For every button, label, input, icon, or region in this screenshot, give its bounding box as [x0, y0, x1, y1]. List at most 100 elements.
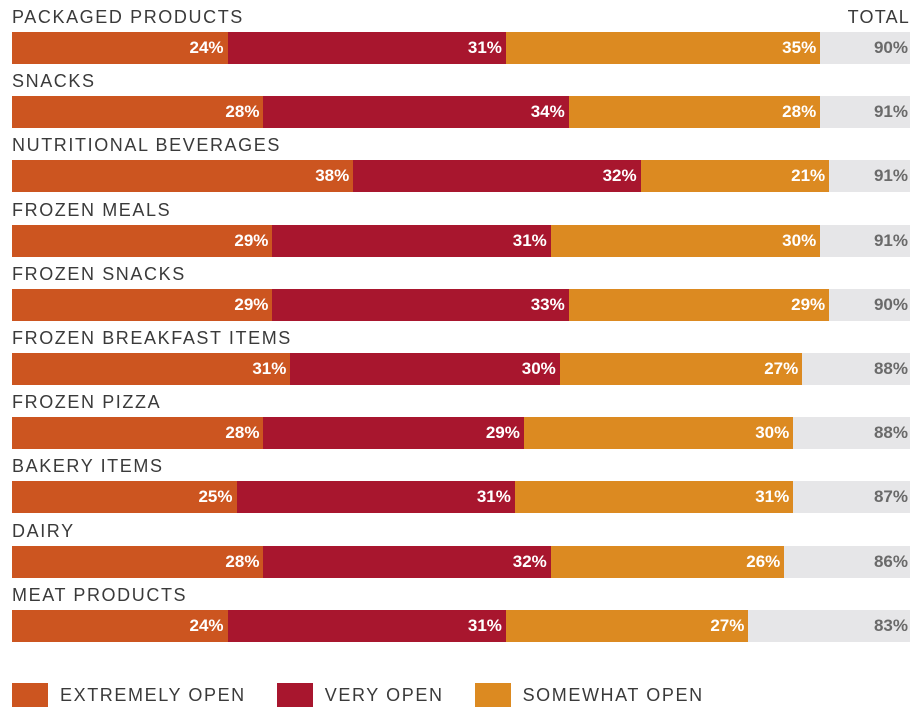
bar-segment-extremely	[12, 353, 291, 385]
stacked-bar-chart: TOTAL PACKAGED PRODUCTS 24% 31% 35% 90% SNACK…	[12, 7, 910, 642]
bar-track: 24% 31% 35%	[12, 32, 910, 64]
segment-value-label: 31%	[476, 487, 511, 507]
segment-value-label: 28%	[225, 102, 260, 122]
segment-value-label: 25%	[198, 487, 233, 507]
legend: EXTREMELY OPEN VERY OPEN SOMEWHAT OPEN	[12, 683, 735, 707]
segment-value-label: 31%	[467, 615, 502, 635]
segment-value-label: 29%	[234, 230, 269, 250]
bar-segment-very	[272, 288, 569, 321]
bar-segment-extremely	[12, 224, 273, 257]
segment-value-label: 27%	[764, 359, 799, 378]
bar-segment-very	[263, 545, 551, 578]
category-label: FROZEN PIZZA	[12, 392, 162, 413]
legend-swatch	[276, 683, 313, 707]
bar-segment-somewhat	[514, 481, 794, 514]
bar-segment-somewhat	[505, 32, 821, 64]
bar-track: 38% 32% 21%	[12, 160, 910, 193]
segment-value-label: 29%	[234, 294, 269, 314]
bar-segment-very	[236, 481, 515, 514]
segment-value-label: 24%	[189, 38, 224, 57]
segment-value-label: 34%	[530, 102, 565, 122]
bar-segment-very	[263, 96, 569, 129]
bar-segment-somewhat	[505, 609, 749, 642]
bar-segment-extremely	[12, 481, 237, 514]
legend-item-extremely: EXTREMELY OPEN	[12, 683, 246, 707]
bar-segment-extremely	[12, 32, 228, 64]
bar-segment-extremely	[12, 545, 264, 578]
category-label: SNACKS	[12, 71, 96, 92]
segment-value-label: 31%	[755, 487, 790, 507]
segment-value-label: 21%	[791, 166, 826, 186]
bar-segment-very	[227, 609, 506, 642]
segment-value-label: 35%	[782, 38, 817, 57]
bar-segment-extremely	[12, 96, 264, 129]
segment-value-label: 29%	[485, 423, 520, 443]
category-label: NUTRITIONAL BEVERAGES	[12, 135, 281, 156]
bar-track: 31% 30% 27%	[12, 353, 910, 385]
segment-value-label: 26%	[746, 551, 781, 571]
legend-item-somewhat: SOMEWHAT OPEN	[474, 683, 704, 707]
total-value: 87%	[873, 487, 908, 507]
total-value: 83%	[873, 615, 908, 635]
bar-track: 29% 31% 30%	[12, 224, 910, 257]
segment-value-label: 32%	[512, 551, 547, 571]
bar-track: 29% 33% 29%	[12, 288, 910, 321]
segment-value-label: 31%	[467, 38, 502, 57]
total-value: 88%	[873, 359, 908, 378]
segment-value-label: 29%	[791, 294, 826, 314]
bar-segment-somewhat	[568, 96, 821, 129]
bar-segment-extremely	[12, 288, 273, 321]
bar-segment-somewhat	[550, 545, 785, 578]
category-label: PACKAGED PRODUCTS	[12, 7, 244, 27]
bar-segment-very	[227, 32, 506, 64]
segment-value-label: 33%	[530, 294, 565, 314]
total-value: 88%	[873, 423, 908, 443]
bar-segment-very	[290, 353, 560, 385]
segment-value-label: 31%	[252, 359, 287, 378]
legend-swatch	[12, 683, 48, 707]
category-label: FROZEN MEALS	[12, 199, 172, 220]
bar-segment-very	[272, 224, 551, 257]
segment-value-label: 30%	[521, 359, 556, 378]
total-value: 91%	[873, 166, 908, 186]
total-value: 91%	[873, 230, 908, 250]
legend-label: SOMEWHAT OPEN	[522, 685, 704, 705]
bar-track: 24% 31% 27%	[12, 609, 910, 642]
bar-segment-very	[263, 417, 524, 450]
bar-segment-somewhat	[559, 353, 803, 385]
segment-value-label: 31%	[512, 230, 547, 250]
segment-value-label: 28%	[782, 102, 817, 122]
bar-segment-extremely	[12, 160, 354, 193]
legend-swatch	[474, 683, 511, 707]
segment-value-label: 28%	[225, 551, 260, 571]
bar-track: 28% 32% 26%	[12, 545, 910, 578]
bar-segment-very	[353, 160, 641, 193]
legend-item-very: VERY OPEN	[276, 683, 444, 707]
legend-label: EXTREMELY OPEN	[60, 685, 246, 705]
segment-value-label: 38%	[315, 166, 350, 186]
bar-track: 28% 34% 28%	[12, 96, 910, 129]
category-label: MEAT PRODUCTS	[12, 584, 188, 605]
segment-value-label: 30%	[755, 423, 790, 443]
segment-value-label: 32%	[602, 166, 637, 186]
segment-value-label: 27%	[710, 615, 745, 635]
bar-segment-somewhat	[640, 160, 830, 193]
category-label: FROZEN BREAKFAST ITEMS	[12, 328, 292, 348]
category-label: FROZEN SNACKS	[12, 263, 186, 284]
total-value: 90%	[873, 294, 908, 314]
segment-value-label: 30%	[782, 230, 817, 250]
total-column-header: TOTAL	[847, 7, 910, 27]
segment-value-label: 28%	[225, 423, 260, 443]
total-value: 86%	[873, 551, 908, 571]
bar-segment-somewhat	[550, 224, 821, 257]
legend-label: VERY OPEN	[324, 685, 444, 705]
bar-track: 25% 31% 31%	[12, 481, 910, 514]
category-label: DAIRY	[12, 520, 75, 541]
bar-track: 28% 29% 30%	[12, 417, 910, 450]
total-value: 91%	[873, 102, 908, 122]
category-label: BAKERY ITEMS	[12, 456, 164, 477]
bar-segment-somewhat	[568, 288, 830, 321]
segment-value-label: 24%	[189, 615, 224, 635]
bar-segment-somewhat	[523, 417, 794, 450]
bar-segment-extremely	[12, 417, 264, 450]
